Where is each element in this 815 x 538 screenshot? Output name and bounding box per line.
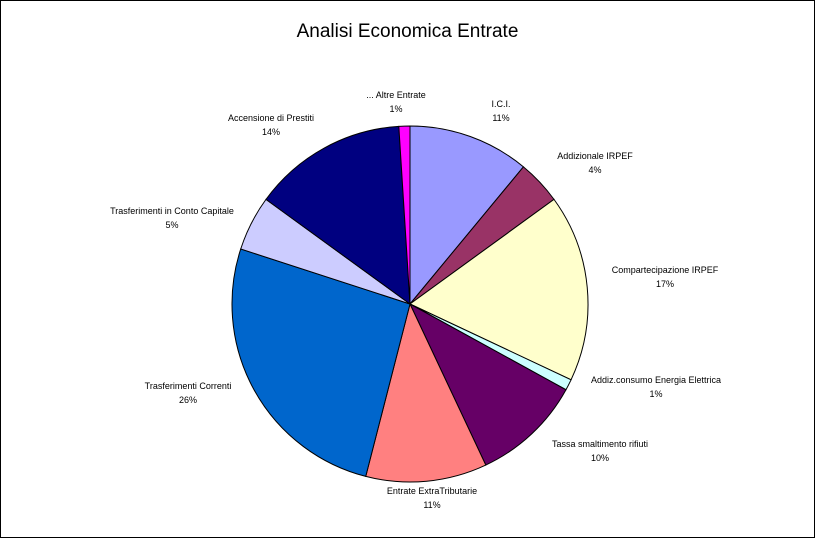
pie-slice xyxy=(409,125,525,306)
slice-category-label: Trasferimenti in Conto Capitale xyxy=(110,206,234,216)
pie-slice xyxy=(265,125,411,306)
pie-slice xyxy=(365,302,487,483)
slice-percent-label: 1% xyxy=(649,389,662,399)
pie-slice xyxy=(398,125,411,305)
slice-category-label: Addiz.consumo Energia Elettrica xyxy=(591,375,721,385)
slice-percent-label: 11% xyxy=(492,113,509,123)
pie-slice xyxy=(231,248,411,478)
pie-slice xyxy=(408,302,567,466)
slice-percent-label: 1% xyxy=(389,104,402,114)
slice-percent-label: 14% xyxy=(262,127,280,137)
slice-category-label: ... Altre Entrate xyxy=(366,90,426,100)
chart-title: Analisi Economica Entrate xyxy=(296,21,519,42)
slice-percent-label: 5% xyxy=(165,220,178,230)
slice-category-label: Entrate ExtraTributarie xyxy=(387,486,477,496)
pie-slice xyxy=(409,198,589,381)
slice-percent-label: 11% xyxy=(423,500,440,510)
pie-labels: I.C.I. 11% Addizionale IRPEF 4% Compartecipa… xyxy=(110,90,721,510)
pie-slices xyxy=(231,125,589,483)
slice-category-label: Tassa smaltimento rifiuti xyxy=(552,439,648,449)
slice-percent-label: 26% xyxy=(179,395,197,405)
slice-category-label: Compartecipazione IRPEF xyxy=(612,265,719,275)
slice-category-label: Accensione di Prestiti xyxy=(228,113,314,123)
slice-category-label: Addizionale IRPEF xyxy=(557,151,633,161)
slice-percent-label: 10% xyxy=(591,453,609,463)
slice-percent-label: 17% xyxy=(656,279,674,289)
slice-category-label: Trasferimenti Correnti xyxy=(145,381,232,391)
slice-percent-label: 4% xyxy=(588,165,601,175)
slice-category-label: I.C.I. xyxy=(491,99,510,109)
